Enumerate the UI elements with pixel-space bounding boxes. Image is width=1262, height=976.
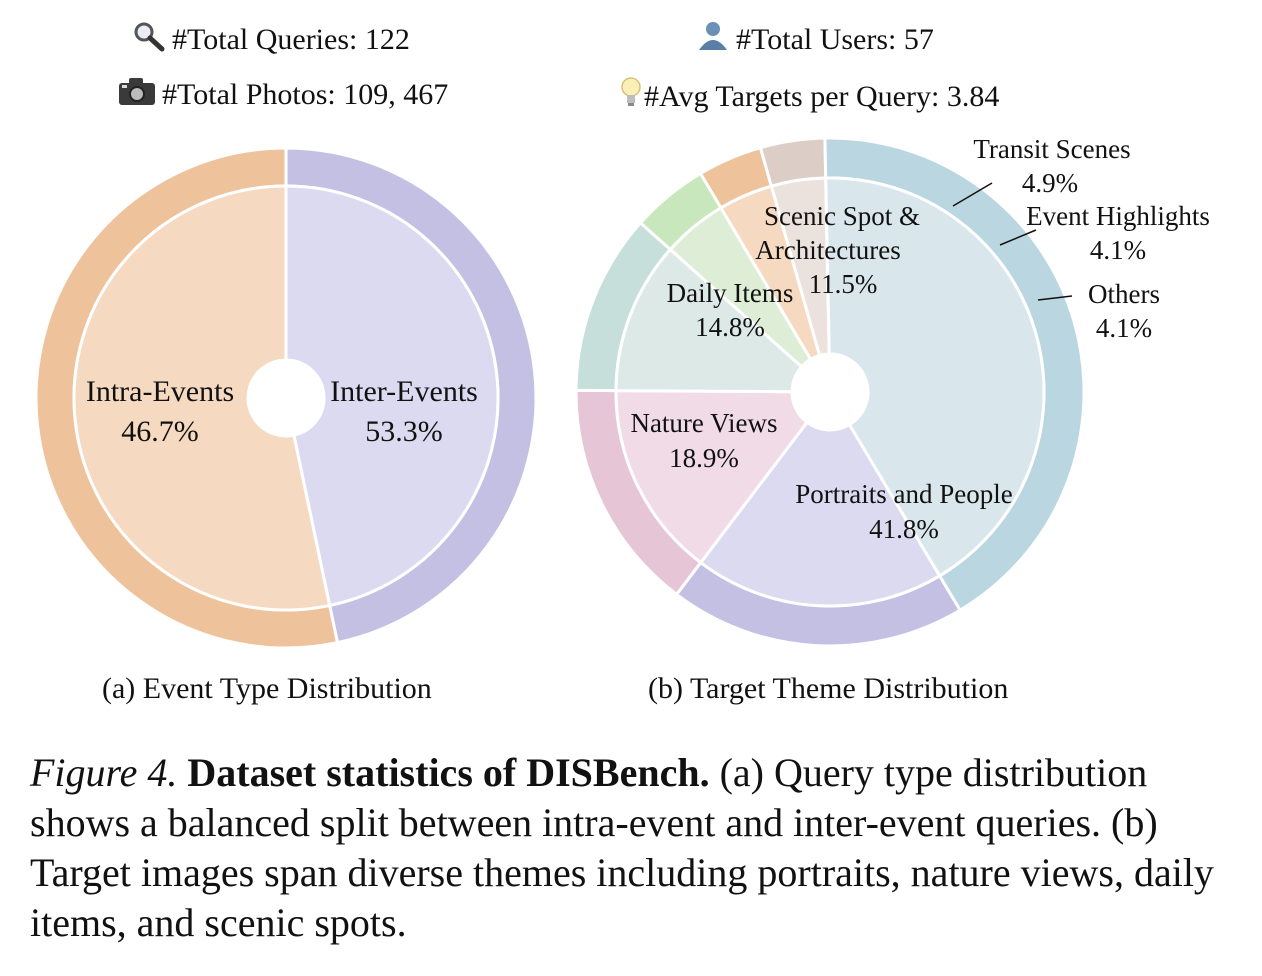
slice-label-others: Others xyxy=(1088,279,1160,309)
slice-label-scenic-spot-line2: Architectures xyxy=(755,235,900,265)
slice-label-inter-events: Inter-Events xyxy=(330,375,478,408)
chart-b-subtitle: (b) Target Theme Distribution xyxy=(648,672,1009,705)
chart-a-subtitle: (a) Event Type Distribution xyxy=(102,672,432,705)
stat-total-users: #Total Users: 57 xyxy=(696,20,934,60)
slice-label-transit-scenes: Transit Scenes xyxy=(973,134,1130,164)
slice-value-daily-items: 14.8% xyxy=(695,312,765,342)
avg-targets-text: #Avg Targets per Query: 3.84 xyxy=(644,80,1000,113)
total-users-text: #Total Users: 57 xyxy=(736,23,934,56)
slice-value-scenic-spot: 11.5% xyxy=(809,269,878,299)
stat-avg-targets: #Avg Targets per Query: 3.84 xyxy=(620,76,999,118)
slice-value-nature-views: 18.9% xyxy=(669,443,739,473)
slice-value-event-highlights: 4.1% xyxy=(1090,235,1146,265)
caption-text: (a) Query type distribution shows a bala… xyxy=(30,750,1214,945)
pie-hole xyxy=(248,360,324,436)
figure-caption: Figure 4. Dataset statistics of DISBench… xyxy=(30,748,1230,948)
slice-label-daily-items: Daily Items xyxy=(667,278,794,308)
caption-title: Dataset statistics of DISBench. xyxy=(187,750,710,795)
user-icon xyxy=(696,20,730,60)
slice-value-intra-events: 46.7% xyxy=(121,415,199,448)
camera-icon xyxy=(118,76,156,114)
event-type-pie: Intra-Events 46.7% Inter-Events 53.3% xyxy=(34,146,538,650)
slice-value-inter-events: 53.3% xyxy=(365,415,443,448)
slice-label-intra-events: Intra-Events xyxy=(86,375,234,408)
lightbulb-icon xyxy=(620,76,642,118)
total-queries-text: #Total Queries: 122 xyxy=(172,23,410,56)
slice-label-event-highlights: Event Highlights xyxy=(1026,201,1210,231)
stat-total-photos: #Total Photos: 109, 467 xyxy=(118,76,448,114)
stat-total-queries: #Total Queries: 122 xyxy=(132,20,410,60)
slice-value-transit-scenes: 4.9% xyxy=(1022,168,1078,198)
magnifier-icon xyxy=(132,20,166,60)
slice-value-others: 4.1% xyxy=(1096,313,1152,343)
pie-charts: Intra-Events 46.7% Inter-Events 53.3% Natur… xyxy=(34,134,1210,650)
target-theme-pie: Nature Views 18.9% Daily Items 14.8% Scenic … xyxy=(574,134,1210,648)
slice-inter-events xyxy=(72,184,332,612)
slice-label-scenic-spot-line1: Scenic Spot & xyxy=(764,201,920,231)
total-photos-text: #Total Photos: 109, 467 xyxy=(162,78,449,111)
slice-label-portraits-and-people: Portraits and People xyxy=(795,479,1012,509)
slice-label-nature-views: Nature Views xyxy=(630,408,777,438)
leader-transit-scenes xyxy=(952,182,993,207)
leader-event-highlights xyxy=(999,229,1037,246)
pie-hole xyxy=(792,354,868,430)
caption-figure-number: Figure 4. xyxy=(30,750,178,795)
slice-value-portraits-and-people: 41.8% xyxy=(869,514,939,544)
leader-others xyxy=(1037,295,1073,301)
